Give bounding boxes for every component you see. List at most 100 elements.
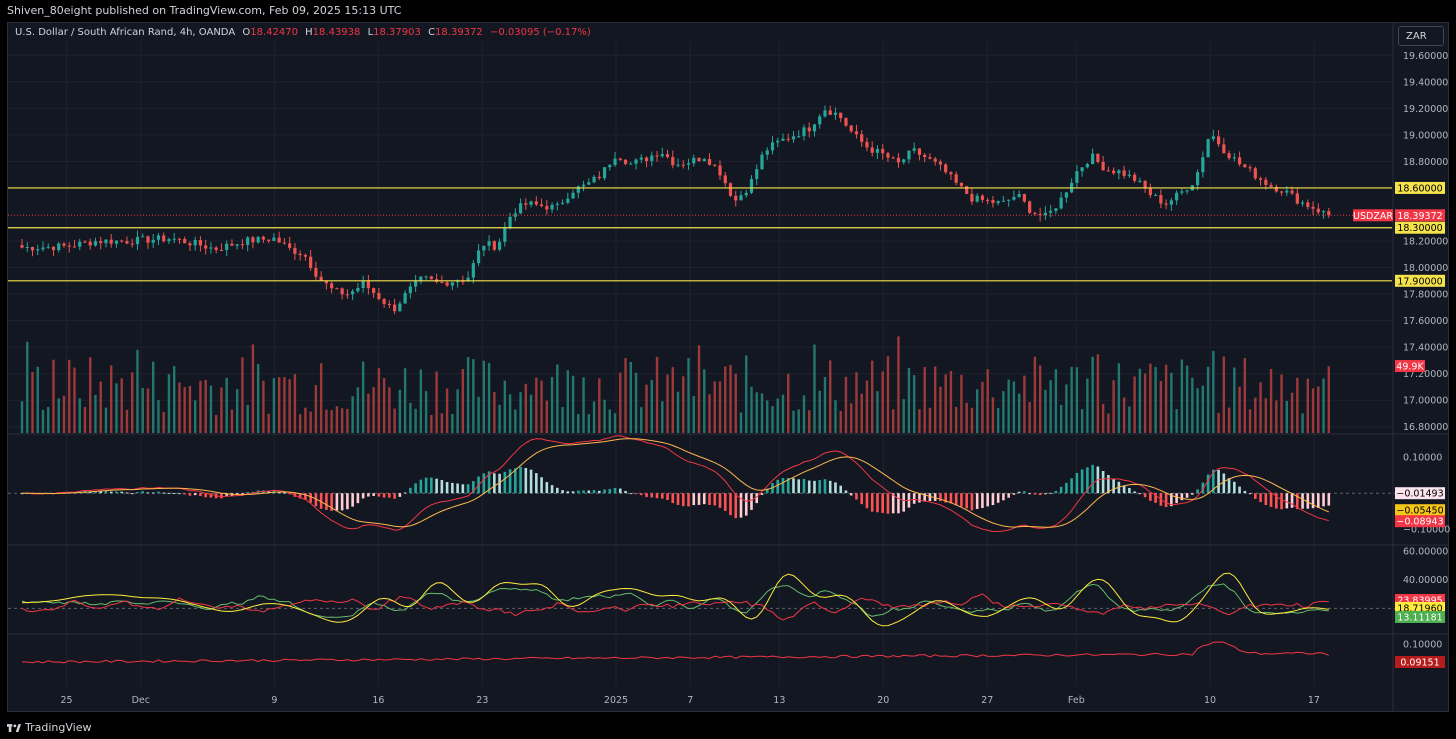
candle-body — [83, 241, 87, 243]
macd-hist-bar — [419, 479, 423, 494]
candle-body — [828, 110, 832, 115]
macd-hist-bar — [865, 493, 869, 509]
macd-hist-bar — [1206, 474, 1210, 494]
volume-bar — [277, 377, 281, 433]
candle-body — [25, 246, 29, 248]
volume-bar — [293, 374, 297, 433]
macd-hist-bar — [220, 493, 223, 499]
candle-body — [702, 159, 706, 162]
volume-bar — [1128, 406, 1131, 433]
volume-bar — [1091, 356, 1094, 433]
candle-body — [545, 206, 549, 210]
candle-body — [723, 175, 727, 184]
candle-body — [1127, 174, 1131, 176]
time-tick: 27 — [981, 695, 993, 706]
candle-body — [560, 202, 565, 204]
volume-bar — [933, 366, 937, 433]
candle-body — [372, 288, 376, 293]
macd-hist-bar — [309, 493, 312, 503]
volume-bar — [928, 407, 932, 433]
volume-bar — [739, 412, 743, 433]
candle-body — [1180, 191, 1184, 193]
candle-body — [739, 195, 743, 201]
candle-body — [482, 245, 486, 251]
volume-bar — [907, 367, 911, 433]
symbol-label: USDZAR — [1353, 211, 1393, 222]
volume-bar — [1170, 372, 1173, 433]
candle-body — [744, 192, 748, 196]
volume-bar — [503, 380, 507, 433]
last-price-label-bg — [1395, 209, 1445, 222]
volume-bar — [1191, 377, 1194, 433]
volume-bar — [356, 387, 360, 433]
macd-hist-bar — [1149, 493, 1152, 501]
macd-hist-bar — [356, 493, 360, 504]
volume-bar — [650, 380, 653, 433]
candle-body — [177, 238, 182, 240]
macd-hist-bar — [1264, 493, 1268, 506]
candle-body — [41, 247, 45, 250]
volume-bar — [1248, 409, 1252, 433]
volume-bar — [94, 394, 97, 433]
candle-body — [183, 238, 187, 244]
candle-body — [1206, 139, 1210, 158]
candle-body — [650, 155, 654, 162]
volume-bar — [1112, 380, 1115, 433]
candle-body — [1227, 153, 1231, 159]
publisher-text: Shiven_80eight published on TradingView.… — [7, 4, 402, 17]
macd-hist-bar — [298, 493, 302, 499]
volume-bar — [514, 409, 517, 433]
macd-hist-bar — [461, 484, 465, 494]
candle-body — [881, 148, 885, 154]
candle-body — [293, 247, 297, 254]
macd-hist-bar — [193, 493, 197, 496]
candle-body — [125, 241, 129, 244]
macd-hist-bar — [508, 469, 512, 494]
candle-body — [686, 163, 691, 165]
macd-hist-bar — [1259, 493, 1262, 503]
candle-body — [440, 281, 444, 283]
macd-hist-bar — [1269, 493, 1273, 507]
currency-button[interactable]: ZAR — [1398, 26, 1444, 46]
volume-bar — [1264, 398, 1268, 433]
macd-hist-bar — [991, 493, 995, 506]
volume-bar — [745, 355, 748, 433]
macd-hist-bar — [902, 493, 905, 512]
volume-bar — [1002, 391, 1005, 433]
macd-hist-bar — [718, 493, 722, 508]
macd-hist-bar — [1054, 490, 1058, 494]
volume-bar — [619, 372, 622, 433]
candle-body — [246, 237, 250, 245]
candle-body — [833, 112, 838, 115]
candle-body — [1007, 199, 1011, 201]
macd-value-label: −0.08943 — [1396, 517, 1443, 528]
volume-bar — [577, 413, 580, 433]
candle-body — [923, 154, 927, 158]
volume-bar — [314, 385, 318, 433]
candle-body — [1264, 179, 1268, 185]
volume-bar — [986, 369, 989, 433]
tradingview-logo[interactable]: TradingView — [7, 717, 91, 739]
signal-line — [22, 438, 1329, 528]
volume-bar — [671, 367, 674, 433]
macd-hist-bar — [755, 493, 759, 504]
candle-body — [954, 174, 958, 183]
symbol-title: U.S. Dollar / South African Rand, 4h, OA… — [15, 27, 236, 38]
volume-bar — [813, 344, 816, 433]
volume-bar — [661, 401, 664, 433]
candle-body — [324, 280, 328, 284]
candle-body — [1285, 190, 1289, 193]
price-tick: 19.00000 — [1403, 130, 1448, 141]
candle-body — [902, 159, 906, 163]
candle-body — [340, 288, 344, 295]
volume-bar — [398, 389, 402, 433]
volume-bar — [62, 395, 66, 433]
candle-body — [282, 242, 287, 244]
candle-body — [1175, 192, 1179, 201]
candle-body — [503, 227, 507, 242]
macd-hist-bar — [818, 480, 822, 494]
volume-bar — [78, 398, 81, 433]
volume-bar — [991, 397, 995, 433]
volume-bar — [1101, 403, 1105, 433]
